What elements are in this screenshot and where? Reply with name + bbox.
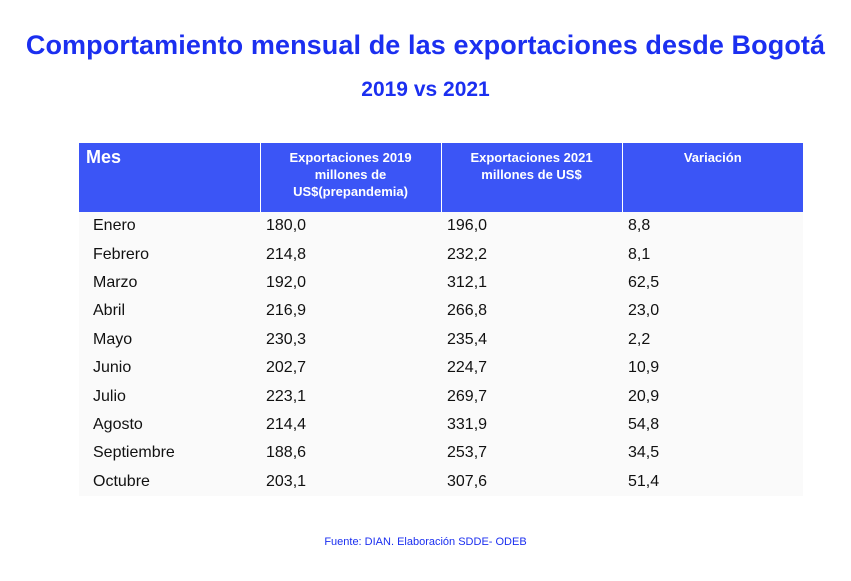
cell-month: Marzo	[79, 268, 260, 298]
cell-month: Junio	[79, 353, 260, 383]
exports-table: Mes Exportaciones 2019 millones de US$(p…	[79, 143, 803, 496]
cell-month: Mayo	[79, 325, 260, 354]
exports-table-container: Mes Exportaciones 2019 millones de US$(p…	[79, 143, 803, 496]
cell-exports-2019: 230,3	[260, 325, 441, 354]
cell-exports-2021: 307,6	[441, 467, 622, 496]
cell-variacion: 8,8	[622, 212, 803, 241]
cell-exports-2021: 224,7	[441, 353, 622, 383]
header-variacion: Variación	[622, 143, 803, 212]
table-row: Junio 202,7 224,7 10,9	[79, 353, 803, 383]
table-row: Enero 180,0 196,0 8,8	[79, 212, 803, 241]
table-row: Octubre 203,1 307,6 51,4	[79, 467, 803, 496]
cell-exports-2021: 331,9	[441, 410, 622, 440]
table-row: Mayo 230,3 235,4 2,2	[79, 325, 803, 354]
table-row: Marzo 192,0 312,1 62,5	[79, 268, 803, 298]
table-row: Febrero 214,8 232,2 8,1	[79, 240, 803, 269]
cell-exports-2019: 202,7	[260, 353, 441, 383]
cell-month: Agosto	[79, 410, 260, 440]
cell-month: Octubre	[79, 467, 260, 496]
cell-variacion: 8,1	[622, 240, 803, 269]
cell-exports-2021: 253,7	[441, 439, 622, 468]
cell-variacion: 62,5	[622, 268, 803, 298]
cell-exports-2019: 214,4	[260, 410, 441, 440]
cell-variacion: 51,4	[622, 467, 803, 496]
table-row: Septiembre 188,6 253,7 34,5	[79, 439, 803, 468]
cell-exports-2021: 196,0	[441, 212, 622, 241]
cell-exports-2021: 269,7	[441, 382, 622, 411]
cell-exports-2021: 232,2	[441, 240, 622, 269]
cell-variacion: 2,2	[622, 325, 803, 354]
cell-month: Enero	[79, 212, 260, 241]
cell-exports-2019: 180,0	[260, 212, 441, 241]
cell-exports-2019: 203,1	[260, 467, 441, 496]
cell-exports-2019: 188,6	[260, 439, 441, 468]
chart-subtitle: 2019 vs 2021	[361, 78, 490, 101]
cell-month: Julio	[79, 382, 260, 411]
cell-exports-2019: 214,8	[260, 240, 441, 269]
cell-variacion: 34,5	[622, 439, 803, 468]
table-header: Mes Exportaciones 2019 millones de US$(p…	[79, 143, 803, 212]
cell-month: Septiembre	[79, 439, 260, 468]
cell-exports-2019: 223,1	[260, 382, 441, 411]
cell-exports-2019: 192,0	[260, 268, 441, 298]
cell-month: Abril	[79, 297, 260, 326]
cell-exports-2021: 266,8	[441, 297, 622, 326]
cell-variacion: 20,9	[622, 382, 803, 411]
cell-variacion: 23,0	[622, 297, 803, 326]
table-row: Agosto 214,4 331,9 54,8	[79, 410, 803, 440]
cell-variacion: 54,8	[622, 410, 803, 440]
header-exports-2019: Exportaciones 2019 millones de US$(prepa…	[260, 143, 442, 212]
cell-exports-2021: 312,1	[441, 268, 622, 298]
chart-title: Comportamiento mensual de las exportacio…	[25, 30, 826, 60]
cell-exports-2019: 216,9	[260, 297, 441, 326]
header-mes: Mes	[79, 143, 261, 212]
cell-month: Febrero	[79, 240, 260, 269]
cell-exports-2021: 235,4	[441, 325, 622, 354]
header-exports-2021: Exportaciones 2021 millones de US$	[441, 143, 623, 212]
source-note: Fuente: DIAN. Elaboración SDDE- ODEB	[324, 536, 527, 548]
table-body: Enero 180,0 196,0 8,8 Febrero 214,8 232,2 8,1 Ma…	[79, 212, 803, 496]
cell-variacion: 10,9	[622, 353, 803, 383]
table-row: Julio 223,1 269,7 20,9	[79, 382, 803, 411]
table-row: Abril 216,9 266,8 23,0	[79, 297, 803, 326]
